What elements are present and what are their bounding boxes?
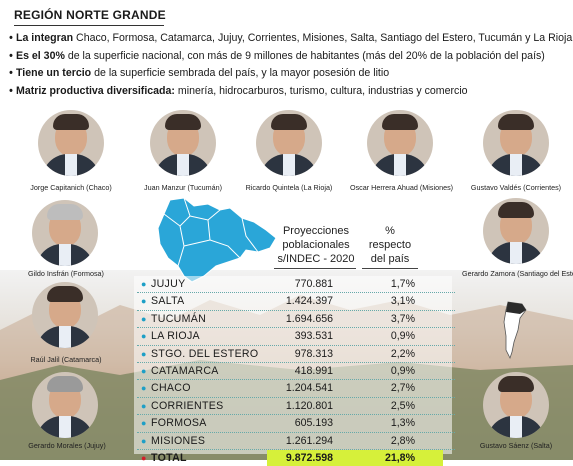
governor-portrait <box>483 372 549 438</box>
governor-portrait <box>32 200 98 266</box>
governor-portrait <box>32 372 98 438</box>
row-bullet: ● <box>141 296 147 307</box>
table-row: ● LA RIOJA 393.531 0,9% <box>137 328 455 346</box>
table-row: ● FORMOSA 605.193 1,3% <box>137 415 455 433</box>
row-bullet: ● <box>141 435 147 446</box>
governor-caption: Gustavo Sáenz (Salta) <box>479 441 553 450</box>
governor-caption: Gustavo Valdés (Corrientes) <box>470 183 562 192</box>
table-row: ● STGO. DEL ESTERO 978.313 2,2% <box>137 346 455 363</box>
bullet-item: • La integran Chaco, Formosa, Catamarca, … <box>9 32 573 44</box>
row-bullet: ● <box>141 383 147 394</box>
bullet-item: • Es el 30% de la superficie nacional, co… <box>9 49 545 62</box>
governor-caption: Juan Manzur (Tucumán) <box>143 183 223 192</box>
table-backdrop <box>134 276 452 454</box>
governor-portrait <box>150 110 216 176</box>
region-map <box>157 197 277 283</box>
row-bullet: ● <box>141 279 147 289</box>
title-underline <box>14 25 164 26</box>
governor-caption: Jorge Capitanich (Chaco) <box>30 183 112 192</box>
governor-portrait <box>38 110 104 176</box>
population-table: ● JUJUY 770.881 1,7% ● SALTA 1.424.397 3,1% ● T… <box>137 276 455 466</box>
row-bullet: ● <box>141 400 147 411</box>
header-underline <box>362 268 418 269</box>
row-bullet: ● <box>141 348 147 359</box>
governor-portrait <box>483 110 549 176</box>
table-row: ● JUJUY 770.881 1,7% <box>137 276 455 294</box>
bullet-item: • Tiene un tercio de la superficie sembra… <box>9 67 390 79</box>
row-bullet: ● <box>141 418 147 429</box>
governor-caption: Gildo Insfrán (Formosa) <box>28 269 104 278</box>
governor-portrait <box>256 110 322 176</box>
row-bullet: ● <box>141 313 147 324</box>
header-underline <box>274 268 356 269</box>
row-bullet: ● <box>141 331 147 342</box>
bullet-list: • La integran Chaco, Formosa, Catamarca, … <box>6 30 573 100</box>
governor-caption: Gerardo Zamora (Santiago del Estero) <box>462 269 573 278</box>
column-header-population: Proyecciones poblacionales s/INDEC - 202… <box>277 225 355 265</box>
governor-portrait <box>483 198 549 264</box>
total-bullet: ● <box>141 452 147 463</box>
column-header-percent: % respecto del país <box>368 225 412 265</box>
table-row: ● CATAMARCA 418.991 0,9% <box>137 363 455 381</box>
bullet-item: • Matriz productiva diversificada: minerí… <box>9 84 468 97</box>
governor-caption: Ricardo Quintela (La Rioja) <box>245 183 333 192</box>
table-row: ● MISIONES 1.261.294 2,8% <box>137 433 455 450</box>
table-row: ● CORRIENTES 1.120.801 2,5% <box>137 398 455 416</box>
table-row: ● CHACO 1.204.541 2,7% <box>137 380 455 398</box>
governor-portrait <box>32 282 98 348</box>
governor-caption: Gerardo Morales (Jujuy) <box>28 441 106 450</box>
page-title: REGIÓN NORTE GRANDE <box>14 8 166 22</box>
row-bullet: ● <box>141 365 147 376</box>
table-row: ● TUCUMÁN 1.694.656 3,7% <box>137 311 455 329</box>
country-minimap <box>503 301 527 360</box>
governor-caption: Oscar Herrera Ahuad (Misiones) <box>350 183 454 192</box>
governor-caption: Raúl Jalil (Catamarca) <box>30 355 102 364</box>
governor-portrait <box>367 110 433 176</box>
table-row: ● SALTA 1.424.397 3,1% <box>137 293 455 311</box>
table-total-row: ● TOTAL 9.872.598 21,8% <box>137 449 455 466</box>
